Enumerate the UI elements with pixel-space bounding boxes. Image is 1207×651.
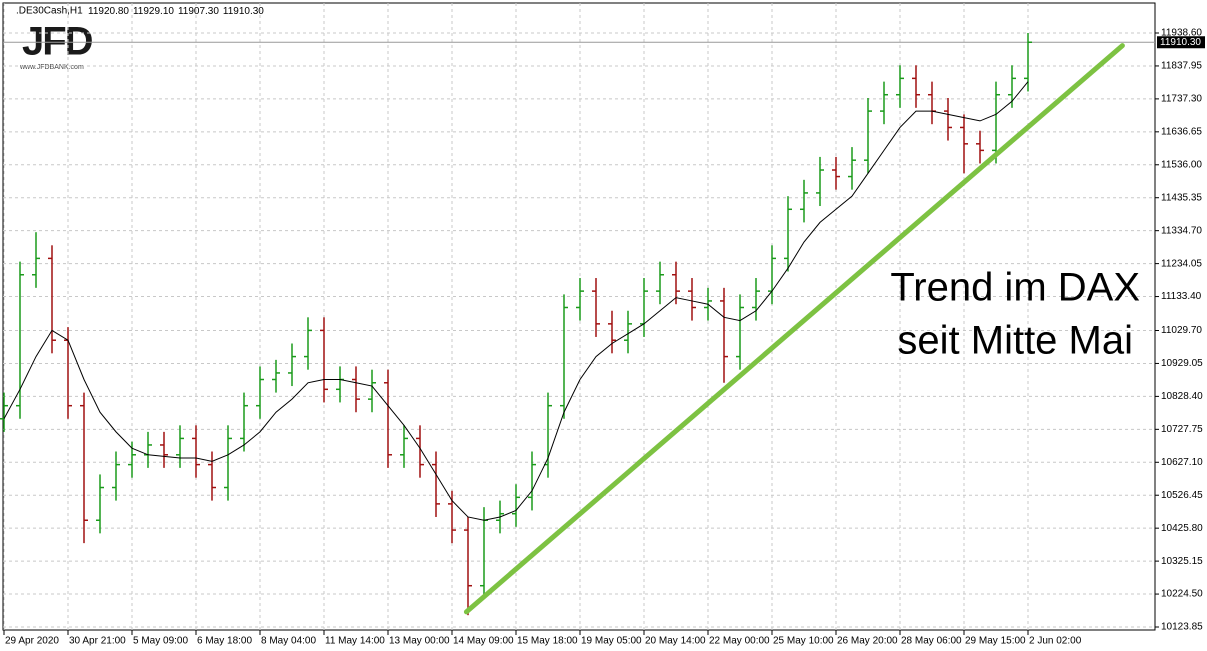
x-tick-label: 26 May 20:00	[837, 636, 898, 647]
logo: JFD	[22, 20, 93, 64]
current-price-box	[1157, 36, 1205, 49]
y-tick-label: 11737.30	[1161, 94, 1202, 105]
y-tick-label: 10727.75	[1161, 424, 1203, 435]
annotation: seit Mitte Mai	[897, 319, 1133, 363]
y-tick-label: 11133.40	[1161, 291, 1202, 302]
x-tick-label: 5 May 09:00	[133, 636, 188, 647]
y-tick-label: 10224.50	[1161, 589, 1203, 600]
plot	[0, 3, 1155, 630]
y-tick-label: 11234.05	[1161, 258, 1202, 269]
y-tick-label: 10425.80	[1161, 523, 1203, 534]
annotation: Trend im DAX	[890, 266, 1140, 310]
x-tick-label: 28 May 06:00	[901, 636, 962, 647]
y-tick-label: 10325.15	[1161, 556, 1203, 567]
logo-url: www.JFDBANK.com	[19, 64, 84, 71]
y-tick-label: 10929.05	[1161, 358, 1203, 369]
header-value: 11929.10	[133, 6, 174, 17]
header-value: 11907.30	[178, 6, 219, 17]
moving-average	[3, 81, 1029, 521]
y-tick-label: 11536.00	[1161, 159, 1202, 170]
x-tick-label: 8 May 04:00	[261, 636, 316, 647]
y-tick-label: 10828.40	[1161, 391, 1203, 402]
x-tick-label: 22 May 00:00	[709, 636, 770, 647]
header-value: 11920.80	[88, 6, 129, 17]
symbol: .DE30Cash,H1	[16, 6, 83, 17]
x-tick-label: 13 May 00:00	[389, 636, 450, 647]
y-tick-label: 11837.95	[1161, 61, 1202, 72]
current-price-label: 11910.30	[1160, 37, 1201, 48]
header-ohlc: 11920.80 11929.10 11907.30 11910.30	[88, 6, 264, 17]
y-tick-label: 11029.70	[1161, 325, 1202, 336]
y-tick-label: 11334.70	[1161, 225, 1202, 236]
header-value: 11910.30	[223, 6, 264, 17]
x-tick-label: 29 May 15:00	[965, 636, 1026, 647]
x-tick-label: 11 May 14:00	[325, 636, 385, 647]
x-tick-label: 14 May 09:00	[453, 636, 514, 647]
plot-frame	[2, 2, 1156, 631]
y-tick-label: 10526.45	[1161, 490, 1203, 501]
y-tick-label: 10627.10	[1161, 457, 1203, 468]
x-tick-label: 2 Jun 02:00	[1029, 636, 1082, 647]
x-tick-label: 30 Apr 21:00	[69, 636, 126, 647]
trend-line	[463, 43, 1125, 615]
y-tick-label: 11938.60	[1161, 28, 1202, 39]
y-tick-label: 11636.65	[1161, 126, 1202, 137]
y-tick-label: 11435.35	[1161, 192, 1202, 203]
x-tick-label: 25 May 10:00	[773, 636, 834, 647]
x-tick-label: 6 May 18:00	[197, 636, 252, 647]
x-tick-label: 19 May 05:00	[581, 636, 642, 647]
y-tick-label: 10123.85	[1161, 622, 1203, 633]
x-tick-label: 29 Apr 2020	[5, 636, 59, 647]
x-tick-label: 20 May 14:00	[645, 636, 706, 647]
x-tick-label: 15 May 18:00	[517, 636, 578, 647]
